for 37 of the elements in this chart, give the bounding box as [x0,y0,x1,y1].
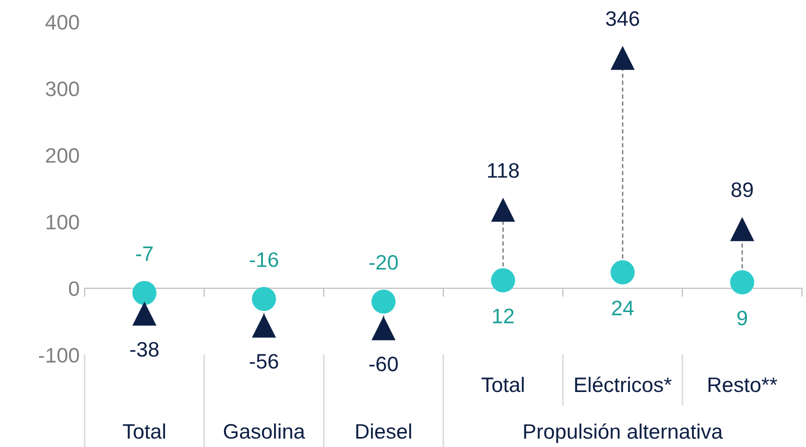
y-tick-label: 100 [46,214,79,230]
data-label: -16 [250,252,278,268]
point [491,198,516,222]
point [132,302,156,326]
data-label: -56 [250,354,278,369]
data-label: 12 [493,308,514,324]
point [371,316,396,340]
x-tick-label: Resto** [708,378,778,392]
y-tick-label: 300 [46,82,79,96]
point [491,268,516,292]
data-label: -60 [369,356,398,372]
data-label: 24 [612,300,634,316]
y-tick-label: 400 [45,14,79,30]
y-tick-label: -100 [39,348,79,363]
point [132,280,156,306]
point [252,314,276,338]
point [252,286,276,311]
data-label: 118 [488,163,519,178]
x-tick-label: Diesel [356,423,412,439]
point [610,46,635,70]
x-tick-label: Total [122,423,166,439]
data-label: -20 [369,254,398,270]
y-tick-label: 200 [46,148,79,163]
x-tick-label: Total [482,376,524,392]
data-label: -38 [130,342,159,357]
data-label: 346 [606,11,640,26]
data-label: -7 [136,246,153,261]
point [730,217,754,242]
point [730,270,754,294]
text: Propulsión alternativa [524,423,723,444]
y-tick-label: 0 [68,281,79,296]
data-label: 9 [737,310,747,326]
x-tick-label: Gasolina [224,423,306,439]
data-label: 89 [732,182,753,198]
x-tick-label: Eléctricos* [575,376,672,392]
point [371,290,396,314]
point [610,260,635,284]
